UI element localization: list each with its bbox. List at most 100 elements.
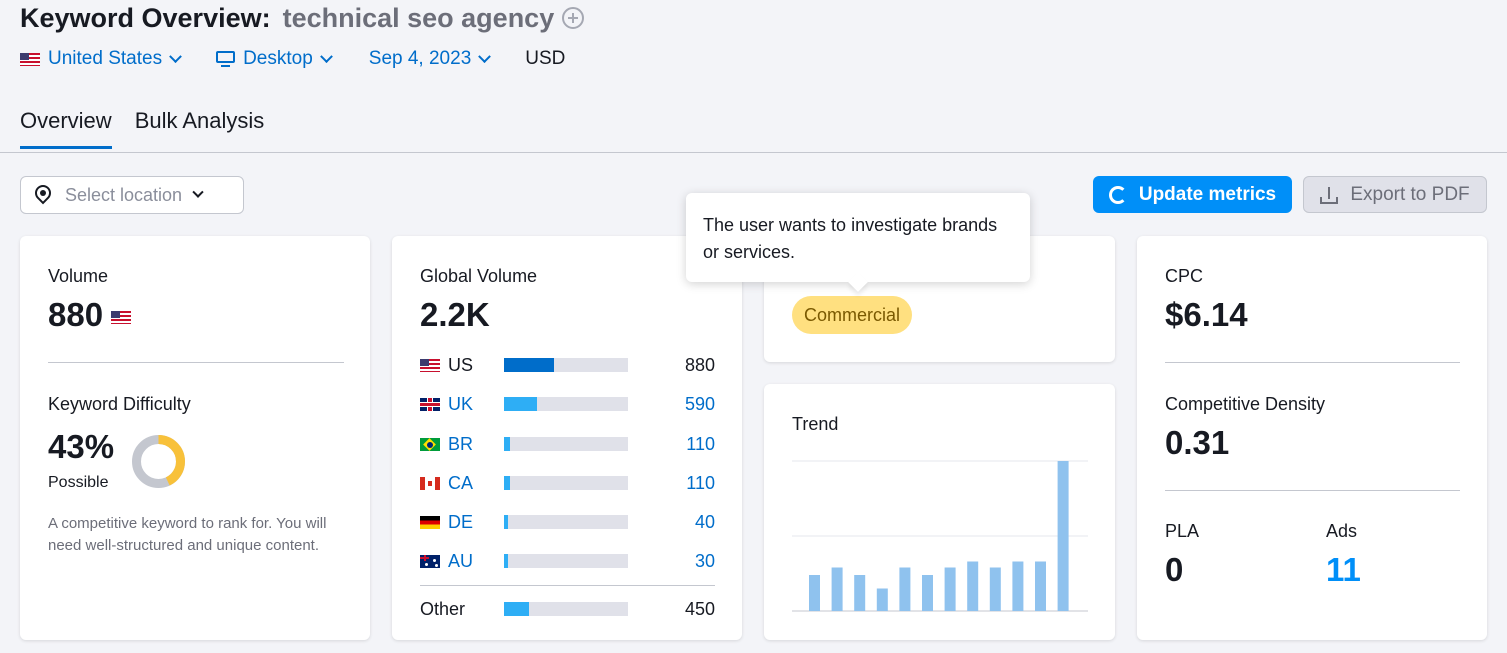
global-volume-card: Global Volume 2.2K US 880 UK 590 BR 110 CA 110 D… — [392, 236, 742, 640]
currency-label: USD — [525, 48, 566, 69]
kd-label: Keyword Difficulty — [48, 394, 191, 414]
volume-bar — [504, 437, 628, 451]
trend-bar[interactable] — [876, 588, 888, 612]
global-volume-row-br[interactable]: BR 110 — [420, 434, 715, 454]
global-volume-value: 2.2K — [420, 296, 490, 333]
volume-label: Volume — [48, 266, 109, 286]
trend-chart — [792, 460, 1088, 612]
country-volume[interactable]: 30 — [694, 550, 715, 571]
trend-bar[interactable] — [967, 561, 979, 612]
device-label: Desktop — [243, 48, 313, 69]
trend-card: Trend — [764, 384, 1115, 640]
global-volume-row-uk[interactable]: UK 590 — [420, 394, 715, 414]
chevron-down-icon — [319, 49, 333, 63]
location-select[interactable]: Select location — [20, 176, 244, 214]
country-volume[interactable]: 40 — [694, 511, 715, 532]
country-dropdown[interactable]: United States — [20, 48, 182, 70]
volume-bar-fill — [504, 515, 508, 529]
country-volume[interactable]: 110 — [686, 433, 715, 454]
country-code[interactable]: AU — [448, 550, 474, 571]
page-header: Keyword Overview: technical seo agency — [20, 0, 585, 36]
tab-overview[interactable]: Overview — [20, 108, 112, 149]
au-flag-icon — [420, 554, 440, 568]
ads-label: Ads — [1326, 521, 1358, 541]
volume-bar-fill — [504, 476, 510, 490]
trend-bar[interactable] — [854, 575, 866, 611]
country-volume[interactable]: 590 — [684, 393, 715, 414]
intent-tooltip: The user wants to investigate brands or … — [686, 193, 1030, 282]
volume-value: 880 — [48, 296, 104, 333]
cpc-label: CPC — [1165, 266, 1204, 286]
country-code: US — [448, 354, 474, 375]
volume-bar — [504, 515, 628, 529]
volume-card: Volume 880 Keyword Difficulty 43% Possib… — [20, 236, 370, 640]
br-flag-icon — [420, 437, 440, 451]
tab-bulk-analysis[interactable]: Bulk Analysis — [134, 108, 265, 133]
global-volume-divider — [420, 585, 715, 586]
device-dropdown[interactable]: Desktop — [216, 48, 333, 70]
volume-bar — [504, 358, 628, 372]
trend-bar[interactable] — [989, 567, 1001, 612]
kd-level: Possible — [48, 474, 109, 491]
trend-bar[interactable] — [809, 575, 820, 611]
pla-label: PLA — [1165, 521, 1200, 541]
update-metrics-button[interactable]: Update metrics — [1093, 176, 1292, 213]
trend-bar[interactable] — [1012, 561, 1024, 612]
country-code[interactable]: CA — [448, 472, 474, 493]
trend-bar[interactable] — [944, 567, 956, 612]
chevron-down-icon — [169, 49, 182, 63]
chevron-down-icon — [192, 186, 204, 198]
desktop-icon — [216, 50, 236, 68]
add-circle-icon[interactable] — [562, 7, 585, 29]
date-dropdown[interactable]: Sep 4, 2023 — [369, 48, 492, 70]
other-label: Other — [420, 598, 466, 619]
global-volume-row-other: Other 450 — [420, 599, 715, 619]
volume-bar-fill — [504, 437, 510, 451]
trend-bar[interactable] — [922, 575, 933, 611]
kd-donut-chart — [132, 435, 185, 488]
trend-bar[interactable] — [1035, 561, 1046, 612]
intent-badge[interactable]: Commercial — [792, 296, 913, 334]
country-label: United States — [48, 48, 163, 69]
competitive-density-label: Competitive Density — [1165, 394, 1326, 414]
global-volume-row-au[interactable]: AU 30 — [420, 551, 715, 571]
chevron-down-icon — [478, 49, 492, 63]
global-volume-row-ca[interactable]: CA 110 — [420, 473, 715, 493]
location-placeholder: Select location — [65, 184, 183, 205]
trend-bar[interactable] — [1057, 461, 1069, 611]
global-volume-label: Global Volume — [420, 266, 538, 286]
pla-value: 0 — [1165, 551, 1184, 588]
location-pin-icon — [31, 181, 55, 206]
global-volume-row-de[interactable]: DE 40 — [420, 512, 715, 532]
other-bar-fill — [504, 602, 529, 616]
volume-bar — [504, 554, 628, 568]
ca-flag-icon — [420, 476, 440, 490]
us-flag-icon — [420, 358, 440, 372]
country-code[interactable]: DE — [448, 511, 474, 532]
update-metrics-label: Update metrics — [1138, 183, 1277, 205]
volume-bar-fill — [504, 397, 537, 411]
country-volume: 880 — [684, 354, 715, 375]
us-flag-icon — [111, 310, 132, 324]
global-volume-row-us: US 880 — [420, 355, 715, 375]
filter-bar: United States Desktop Sep 4, 2023 USD — [20, 48, 565, 70]
ads-value[interactable]: 11 — [1326, 551, 1361, 588]
country-volume[interactable]: 110 — [686, 472, 715, 493]
country-code[interactable]: UK — [448, 393, 474, 414]
export-pdf-button[interactable]: Export to PDF — [1303, 176, 1487, 213]
volume-bar-fill — [504, 554, 508, 568]
page-title: Keyword Overview: — [20, 2, 271, 33]
volume-divider — [48, 362, 344, 363]
export-icon — [1320, 186, 1339, 204]
trend-bar[interactable] — [899, 567, 911, 612]
kd-donut-fill — [132, 435, 185, 488]
volume-bar — [504, 397, 628, 411]
kd-value: 43% — [48, 428, 115, 465]
trend-label: Trend — [792, 414, 839, 434]
cpc-card: CPC $6.14 Competitive Density 0.31 PLA 0… — [1137, 236, 1487, 640]
kd-description: A competitive keyword to rank for. You w… — [48, 515, 327, 554]
refresh-icon — [1108, 185, 1127, 204]
country-code[interactable]: BR — [448, 433, 474, 454]
us-flag-icon — [20, 52, 40, 66]
trend-bar[interactable] — [831, 567, 843, 612]
